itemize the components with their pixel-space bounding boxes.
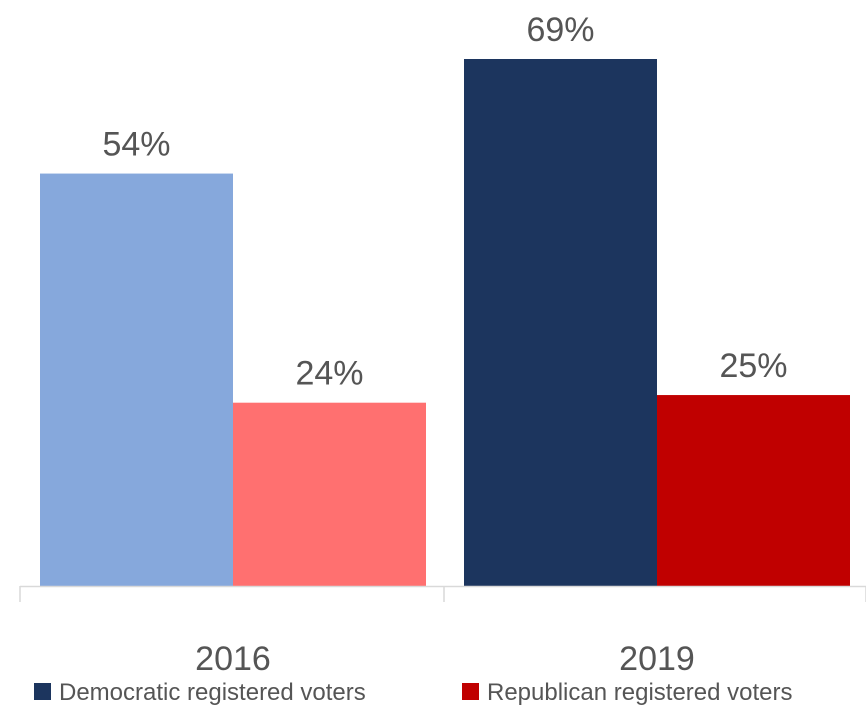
value-labels-layer: 54% 24% 69% 25% [102,11,787,393]
value-label-2016-republican: 24% [295,355,363,393]
category-label-2019: 2019 [619,640,695,678]
bar-2019-republican [657,395,850,586]
value-label-2016-democratic: 54% [102,126,170,164]
bar-2016-democratic [40,173,233,586]
category-label-2016: 2016 [195,640,271,678]
legend-swatch-republican [462,683,479,700]
legend: Democratic registered voters Republican r… [34,679,793,706]
category-labels-layer: 2016 2019 [195,640,695,678]
bar-2016-republican [233,402,426,586]
bar-2019-democratic [464,59,657,586]
x-axis [19,585,866,602]
bars-layer [40,59,850,586]
value-label-2019-republican: 25% [719,347,787,385]
value-label-2019-democratic: 69% [526,11,594,49]
legend-label-democratic: Democratic registered voters [59,679,366,706]
legend-swatch-democratic [34,683,51,700]
legend-label-republican: Republican registered voters [487,679,793,706]
